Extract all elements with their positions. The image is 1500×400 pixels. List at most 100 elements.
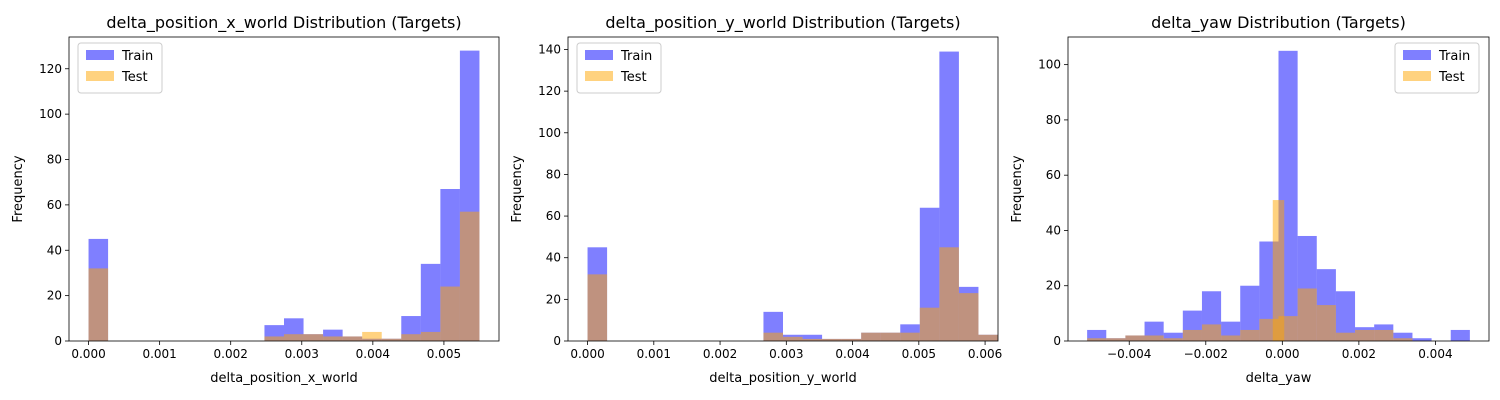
x-axis-label: delta_position_x_world bbox=[210, 371, 357, 386]
axes-frame bbox=[567, 36, 999, 342]
y-tick-label: 0 bbox=[553, 334, 561, 348]
x-axis-label: delta_yaw bbox=[1246, 371, 1312, 386]
test-bar bbox=[958, 293, 979, 341]
test-bar bbox=[88, 268, 109, 341]
test-bar bbox=[1182, 329, 1202, 341]
test-legend-label: Test bbox=[620, 70, 647, 85]
test-bar bbox=[861, 332, 881, 341]
test-bar bbox=[420, 331, 441, 341]
x-tick-label: 0.000 bbox=[570, 347, 604, 361]
test-bar bbox=[381, 338, 402, 341]
test-bar bbox=[401, 334, 421, 341]
train-bar bbox=[323, 329, 343, 341]
test-bar bbox=[1125, 335, 1145, 341]
test-bar bbox=[342, 336, 363, 341]
test-bar bbox=[323, 336, 343, 341]
chart-title: delta_position_y_world Distribution (Tar… bbox=[605, 13, 960, 33]
train-bar bbox=[1450, 329, 1470, 341]
bars-group bbox=[587, 51, 998, 341]
y-tick-label: 40 bbox=[546, 251, 561, 265]
y-axis-label: Frequency bbox=[510, 155, 525, 222]
x-tick-label: 0.002 bbox=[703, 347, 737, 361]
test-bar bbox=[440, 286, 460, 341]
test-bar bbox=[978, 334, 998, 341]
x-tick-label: 0.004 bbox=[356, 347, 390, 361]
x-tick-label: 0.003 bbox=[769, 347, 803, 361]
test-bar bbox=[587, 274, 608, 341]
test-legend-swatch bbox=[1403, 71, 1431, 81]
y-axis-label: Frequency bbox=[11, 155, 26, 222]
x-tick-label: 0.005 bbox=[902, 347, 936, 361]
train-bar bbox=[1412, 338, 1432, 341]
test-legend-label: Test bbox=[1438, 70, 1465, 85]
x-axis-label: delta_position_y_world bbox=[709, 371, 856, 386]
y-tick-label: 0 bbox=[54, 334, 62, 348]
x-tick-label: 0.000 bbox=[71, 347, 105, 361]
y-tick-label: 60 bbox=[47, 198, 62, 212]
test-bar bbox=[763, 332, 783, 341]
test-bar bbox=[841, 338, 862, 341]
test-bar bbox=[919, 307, 940, 341]
x-tick-label: −0.004 bbox=[1107, 347, 1151, 361]
x-tick-label: 0.001 bbox=[637, 347, 671, 361]
test-bar bbox=[783, 336, 803, 341]
chart-panel-3: −0.004 −0.002 0.000 0.002 0.004 0 20 40 60 80 100 d… bbox=[1010, 13, 1490, 386]
test-bar bbox=[1393, 338, 1413, 341]
bars-group bbox=[1087, 50, 1470, 342]
y-tick-label: 20 bbox=[546, 292, 561, 306]
test-bar bbox=[1374, 329, 1394, 341]
test-legend-swatch bbox=[585, 71, 613, 81]
train-legend-swatch bbox=[86, 50, 114, 60]
y-tick-label: 60 bbox=[546, 209, 561, 223]
y-tick-label: 100 bbox=[538, 126, 561, 140]
test-bar bbox=[1087, 338, 1107, 341]
test-bar bbox=[1240, 329, 1260, 341]
axes-frame bbox=[68, 36, 500, 342]
train-legend-label: Train bbox=[1438, 49, 1470, 64]
x-tick-label: 0.002 bbox=[1342, 347, 1376, 361]
y-tick-label: 140 bbox=[538, 42, 561, 56]
y-tick-label: 40 bbox=[1046, 223, 1061, 237]
train-legend-label: Train bbox=[620, 49, 652, 64]
y-tick-label: 20 bbox=[1046, 279, 1061, 293]
test-bar bbox=[362, 331, 382, 341]
x-tick-label: 0.006 bbox=[968, 347, 1002, 361]
test-bar bbox=[880, 332, 901, 341]
test-bar bbox=[1297, 288, 1317, 341]
x-tick-label: 0.000 bbox=[1265, 347, 1299, 361]
test-bar bbox=[1335, 332, 1356, 341]
bars-group bbox=[88, 50, 480, 341]
test-bar bbox=[900, 332, 920, 341]
train-bar bbox=[1240, 285, 1260, 341]
train-legend-label: Train bbox=[121, 49, 153, 64]
y-tick-label: 40 bbox=[47, 243, 62, 257]
test-bar bbox=[459, 211, 480, 341]
chart-panel-1: 0.000 0.001 0.002 0.003 0.004 0.005 0 20 40 60 80 1… bbox=[11, 13, 500, 386]
train-bar bbox=[1163, 332, 1183, 341]
test-bar bbox=[1163, 338, 1183, 341]
x-tick-label: 0.001 bbox=[142, 347, 176, 361]
y-tick-label: 100 bbox=[1038, 58, 1061, 72]
train-bar bbox=[802, 334, 823, 341]
test-bar bbox=[284, 334, 304, 341]
test-bar bbox=[1316, 305, 1336, 341]
test-bar bbox=[1221, 335, 1241, 341]
y-tick-label: 0 bbox=[1053, 334, 1061, 348]
test-bar bbox=[1355, 329, 1375, 341]
legend: Train Test bbox=[1394, 42, 1480, 94]
train-bar bbox=[1335, 291, 1356, 341]
y-tick-label: 100 bbox=[39, 107, 62, 121]
chart-panel-2: 0.000 0.001 0.002 0.003 0.004 0.005 0.006 0 20 40… bbox=[510, 13, 1002, 386]
legend: Train Test bbox=[576, 42, 662, 94]
train-bar bbox=[420, 263, 441, 341]
y-tick-label: 60 bbox=[1046, 168, 1061, 182]
test-bar bbox=[264, 336, 284, 341]
y-axis-label: Frequency bbox=[1010, 155, 1025, 222]
y-tick-label: 20 bbox=[47, 289, 62, 303]
train-bar bbox=[1393, 332, 1413, 341]
chart-title: delta_yaw Distribution (Targets) bbox=[1151, 13, 1406, 33]
test-bar bbox=[802, 338, 823, 341]
test-bar bbox=[1106, 338, 1126, 341]
test-bar bbox=[1144, 335, 1164, 341]
